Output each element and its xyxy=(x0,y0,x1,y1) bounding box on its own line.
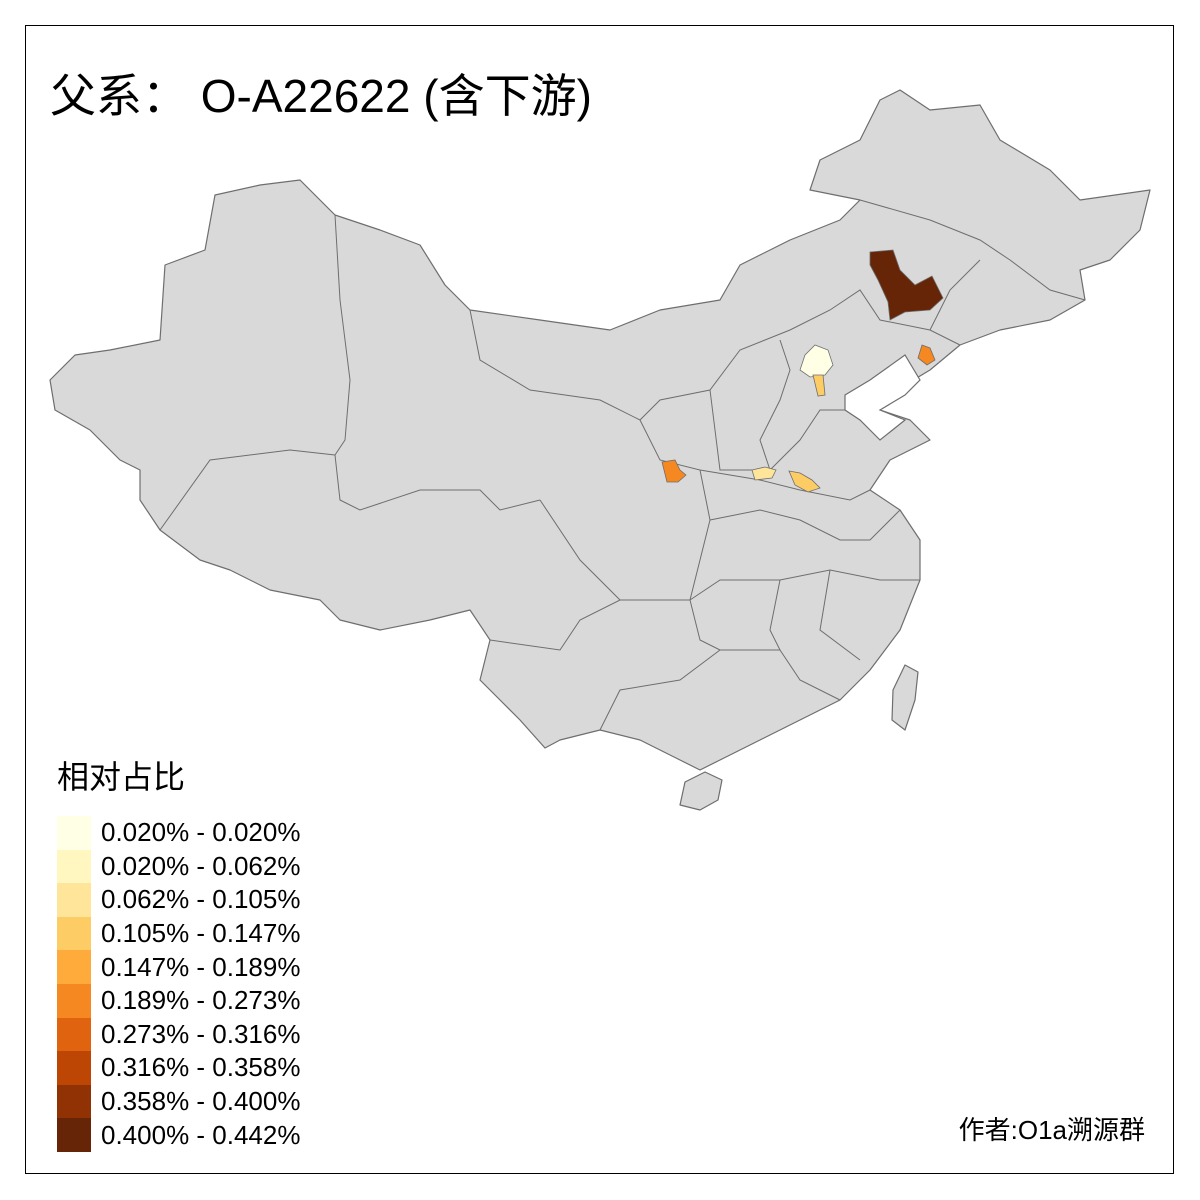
legend-label: 0.273% - 0.316% xyxy=(101,1018,301,1049)
legend-item: 0.062% - 0.105% xyxy=(57,883,300,917)
taiwan xyxy=(891,664,919,731)
region-shaanxi xyxy=(661,459,687,483)
bohai-sea xyxy=(844,354,921,441)
legend-label: 0.316% - 0.358% xyxy=(101,1052,301,1083)
legend-swatch xyxy=(57,1118,91,1152)
legend-item: 0.105% - 0.147% xyxy=(57,916,301,951)
legend-swatch xyxy=(57,816,91,850)
legend-swatch xyxy=(57,1084,91,1119)
legend-swatch xyxy=(57,1017,91,1052)
legend-item: 0.189% - 0.273% xyxy=(57,983,301,1018)
region-henan-west xyxy=(751,466,777,481)
legend-label: 0.189% - 0.273% xyxy=(101,985,301,1016)
legend-item: 0.400% - 0.442% xyxy=(57,1118,300,1152)
legend-label: 0.020% - 0.062% xyxy=(101,850,301,881)
legend-item: 0.020% - 0.062% xyxy=(57,849,301,884)
hainan xyxy=(679,771,723,811)
legend-swatch xyxy=(57,950,91,984)
legend-item: 0.147% - 0.189% xyxy=(57,950,300,984)
legend-swatch xyxy=(57,883,91,917)
legend-label: 0.105% - 0.147% xyxy=(101,918,301,949)
legend-swatch xyxy=(57,849,91,884)
legend-label: 0.062% - 0.105% xyxy=(101,884,301,915)
legend-item: 0.020% - 0.020% xyxy=(57,816,300,850)
highlighted-regions xyxy=(661,249,944,493)
region-liaoning xyxy=(917,344,936,366)
province-borders xyxy=(159,199,1086,731)
legend-item: 0.316% - 0.358% xyxy=(57,1051,300,1085)
legend-label: 0.358% - 0.400% xyxy=(101,1086,301,1117)
legend: 相对占比 0.020% - 0.020% 0.020% - 0.062% 0.062… xyxy=(57,752,300,1152)
map-title: 父系： O-A22622 (含下游) xyxy=(50,70,592,122)
legend-label: 0.147% - 0.189% xyxy=(101,951,301,982)
author-credit: 作者:O1a溯源群 xyxy=(958,1115,1145,1145)
legend-item: 0.358% - 0.400% xyxy=(57,1084,301,1119)
legend-swatch xyxy=(57,916,91,951)
region-beijing xyxy=(799,344,834,378)
map-frame xyxy=(25,25,1174,1174)
legend-title: 相对占比 xyxy=(57,758,186,796)
region-highest xyxy=(869,249,944,321)
legend-label: 0.400% - 0.442% xyxy=(101,1119,301,1150)
legend-swatch xyxy=(57,1051,91,1085)
region-henan-east xyxy=(788,470,821,493)
legend-item: 0.273% - 0.316% xyxy=(57,1017,301,1052)
legend-label: 0.020% - 0.020% xyxy=(101,817,301,848)
legend-swatch xyxy=(57,983,91,1018)
region-hebei-south xyxy=(812,374,826,397)
